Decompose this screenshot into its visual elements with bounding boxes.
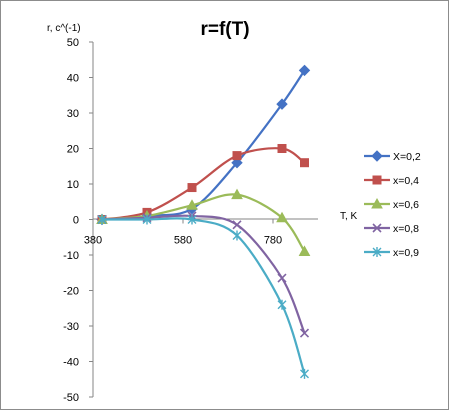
x-tick-label: 380 bbox=[84, 235, 102, 247]
legend-marker bbox=[371, 150, 383, 162]
data-point bbox=[231, 156, 243, 169]
y-axis-label: r, с^(-1) bbox=[47, 23, 81, 34]
y-tick-label: -50 bbox=[63, 392, 79, 404]
data-point bbox=[186, 199, 198, 210]
y-tick-label: -30 bbox=[63, 321, 79, 333]
y-tick-label: 0 bbox=[73, 215, 79, 227]
x-ticks: 380 580 780 bbox=[84, 219, 282, 247]
y-tick-label: 40 bbox=[67, 73, 79, 85]
legend-marker bbox=[371, 197, 383, 209]
data-point bbox=[277, 273, 287, 283]
chart-title: r=f(T) bbox=[200, 19, 249, 40]
x-tick-label: 780 bbox=[264, 235, 282, 247]
y-tick-label: 10 bbox=[67, 179, 79, 191]
legend-item: x=0,9 bbox=[364, 247, 419, 259]
legend-label: x=0,6 bbox=[393, 199, 419, 211]
data-point bbox=[298, 64, 311, 77]
data-point bbox=[232, 151, 242, 161]
data-point bbox=[187, 183, 197, 193]
data-point bbox=[97, 214, 107, 225]
legend-marker bbox=[372, 223, 382, 233]
data-point bbox=[298, 245, 311, 256]
series-line bbox=[102, 217, 306, 375]
data-point bbox=[231, 188, 243, 200]
legend-label: x=0,9 bbox=[393, 247, 419, 259]
y-tick-label: 50 bbox=[67, 37, 79, 49]
data-point bbox=[232, 230, 242, 241]
series-2 bbox=[97, 144, 309, 224]
series-group bbox=[96, 64, 311, 379]
data-point bbox=[300, 368, 309, 379]
legend-marker bbox=[372, 247, 382, 257]
legend-item: x=0,6 bbox=[364, 197, 419, 211]
legend-item: x=0,4 bbox=[364, 175, 419, 187]
y-tick-label: -20 bbox=[63, 286, 79, 298]
data-point bbox=[300, 158, 309, 168]
data-point bbox=[277, 299, 287, 310]
legend-label: X=0,2 bbox=[393, 151, 421, 163]
data-point bbox=[277, 144, 287, 153]
y-ticks: -50 -40 -30 -20 -10 0 10 20 30 40 50 bbox=[63, 37, 93, 404]
x-axis-label: T, K bbox=[340, 211, 358, 222]
legend-label: x=0,4 bbox=[393, 175, 419, 187]
data-point bbox=[276, 211, 288, 223]
data-point bbox=[187, 214, 197, 225]
legend: X=0,2 x=0,4 x=0,6 x=0,8 x=0,9 bbox=[364, 150, 421, 259]
y-tick-label: 20 bbox=[67, 144, 79, 156]
series-4 bbox=[97, 211, 310, 338]
series-line bbox=[101, 69, 306, 221]
series-line bbox=[101, 147, 306, 221]
data-point bbox=[232, 220, 242, 230]
series-5 bbox=[97, 214, 309, 379]
x-tick-label: 580 bbox=[174, 235, 192, 247]
y-tick-label: -10 bbox=[63, 250, 79, 262]
y-tick-label: -40 bbox=[63, 357, 79, 369]
legend-item: x=0,8 bbox=[364, 223, 419, 235]
data-point bbox=[142, 214, 152, 225]
legend-marker bbox=[372, 175, 382, 185]
series-line bbox=[101, 214, 306, 334]
data-point bbox=[276, 98, 288, 110]
legend-label: x=0,8 bbox=[393, 223, 419, 235]
y-tick-label: 30 bbox=[67, 108, 79, 120]
legend-item: X=0,2 bbox=[364, 150, 421, 163]
data-point bbox=[299, 328, 310, 338]
